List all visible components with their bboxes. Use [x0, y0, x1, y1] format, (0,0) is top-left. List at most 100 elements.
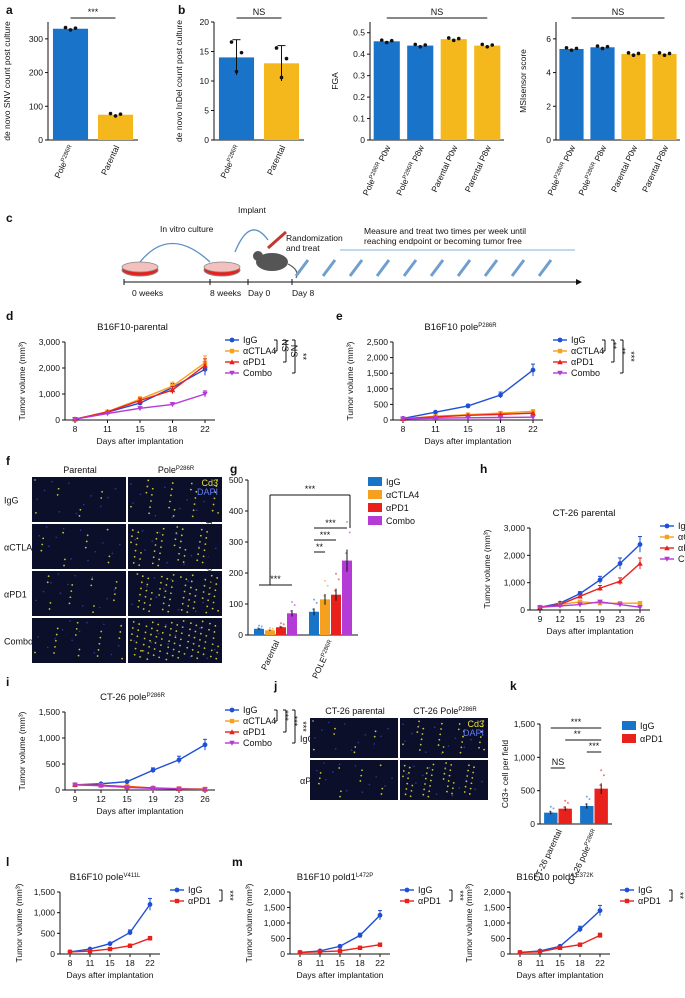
y-tick-label: 2,000	[367, 353, 389, 363]
nucleus-dot	[171, 516, 174, 519]
cell-dot	[151, 621, 154, 624]
chart-h: h CT-26 parental 0 1,000 2,000 3,000 Tumor vol…	[480, 462, 685, 636]
data-point	[552, 807, 555, 810]
data-point	[517, 950, 523, 955]
superscript: P286R	[369, 161, 382, 181]
cell-dot	[150, 627, 153, 630]
nucleus-dot	[183, 563, 185, 566]
nucleus-dot	[38, 534, 41, 537]
data-point	[551, 812, 554, 815]
y-tick-label: 500	[491, 934, 505, 944]
cell-dot	[190, 482, 193, 485]
cell-dot	[137, 531, 140, 534]
series-line-3	[539, 601, 641, 608]
micrograph-micro_f: f Parental PoleP286R IgG αCTLA4 αPD1 Combo Cd3D…	[4, 454, 222, 663]
legend-label: IgG	[640, 721, 655, 731]
cell-dot	[171, 482, 174, 484]
cell-dot	[160, 581, 162, 584]
data-point	[384, 40, 389, 45]
cell-dot	[205, 634, 208, 637]
cell-dot	[161, 533, 164, 536]
cell-dot	[452, 781, 455, 784]
data-point	[229, 40, 234, 44]
nucleus-dot	[202, 601, 204, 604]
nucleus-dot	[146, 585, 148, 588]
cell-dot	[203, 584, 206, 587]
data-point	[337, 943, 343, 949]
nucleus-dot	[177, 608, 180, 611]
legend-swatch	[368, 490, 382, 499]
x-tick-label: 23	[615, 614, 625, 624]
panel-label: f	[6, 454, 11, 468]
nucleus-dot	[166, 561, 168, 564]
cell-dot	[137, 629, 140, 632]
y-tick-label: 1,500	[34, 887, 56, 897]
data-point	[127, 943, 133, 948]
superscript: P286R	[226, 143, 239, 163]
cell-dot	[186, 646, 189, 649]
cell-dot	[113, 593, 116, 596]
cell-dot	[211, 607, 214, 610]
cell-dot	[430, 774, 433, 777]
y-tick-label: 1,000	[484, 918, 506, 928]
legend-label: Cd3	[201, 478, 218, 488]
panel-label: g	[230, 462, 237, 476]
nucleus-dot	[68, 482, 70, 485]
bar	[373, 41, 400, 140]
row-label: IgG	[4, 496, 19, 506]
schematic-c: c In vitro culture Implant Randomizationand…	[6, 205, 582, 298]
cell-dot	[187, 605, 190, 607]
cell-dot	[160, 644, 162, 647]
superscript: P286R	[584, 161, 597, 181]
nucleus-dot	[87, 559, 89, 562]
data-point	[202, 362, 208, 368]
cell-dot	[150, 633, 152, 636]
cell-dot	[195, 588, 198, 591]
nucleus-dot	[345, 789, 348, 792]
data-point	[284, 56, 289, 61]
legend-label: IgG	[638, 885, 653, 895]
cell-dot	[150, 493, 153, 496]
cell-dot	[131, 627, 134, 629]
data-point	[313, 598, 315, 601]
cell-dot	[133, 555, 136, 558]
data-point	[333, 606, 336, 609]
data-point	[574, 46, 579, 51]
nucleus-dot	[139, 493, 142, 496]
x-tick-label: 11	[431, 424, 440, 434]
cell-dot	[209, 587, 211, 589]
y-tick-label: 2,000	[484, 887, 506, 897]
legend-marker	[229, 740, 235, 746]
cell-dot	[48, 608, 51, 610]
significance-label: ***	[320, 530, 331, 540]
panel-label: c	[6, 211, 13, 225]
significance-label: **	[608, 342, 618, 350]
y-tick-label: 0	[520, 605, 525, 615]
cell-dot	[184, 548, 187, 551]
nucleus-dot	[338, 763, 341, 766]
significance-label: NS	[552, 757, 565, 767]
legend-marker	[229, 729, 235, 735]
cell-dot	[374, 730, 377, 733]
y-axis-label: Tumor volume (mm³)	[464, 883, 474, 962]
nucleus-dot	[110, 653, 113, 656]
cell-dot	[211, 643, 214, 646]
data-point	[347, 562, 350, 565]
column-label: CT-26 PoleP286R	[413, 706, 477, 716]
cell-dot	[195, 624, 198, 627]
cell-dot	[146, 658, 149, 661]
legend-label: αPD1	[188, 896, 211, 906]
superscript: P286R	[60, 143, 73, 163]
nucleus-dot	[130, 483, 132, 485]
data-point	[557, 603, 563, 609]
cell-dot	[426, 767, 429, 769]
cell-dot	[188, 598, 190, 601]
cell-dot	[183, 555, 186, 557]
cell-dot	[339, 795, 341, 798]
data-point	[626, 51, 631, 55]
data-point	[260, 625, 263, 628]
nucleus-dot	[334, 747, 337, 750]
nucleus-dot	[37, 636, 39, 638]
cell-dot	[145, 491, 148, 494]
cell-dot	[339, 790, 342, 793]
